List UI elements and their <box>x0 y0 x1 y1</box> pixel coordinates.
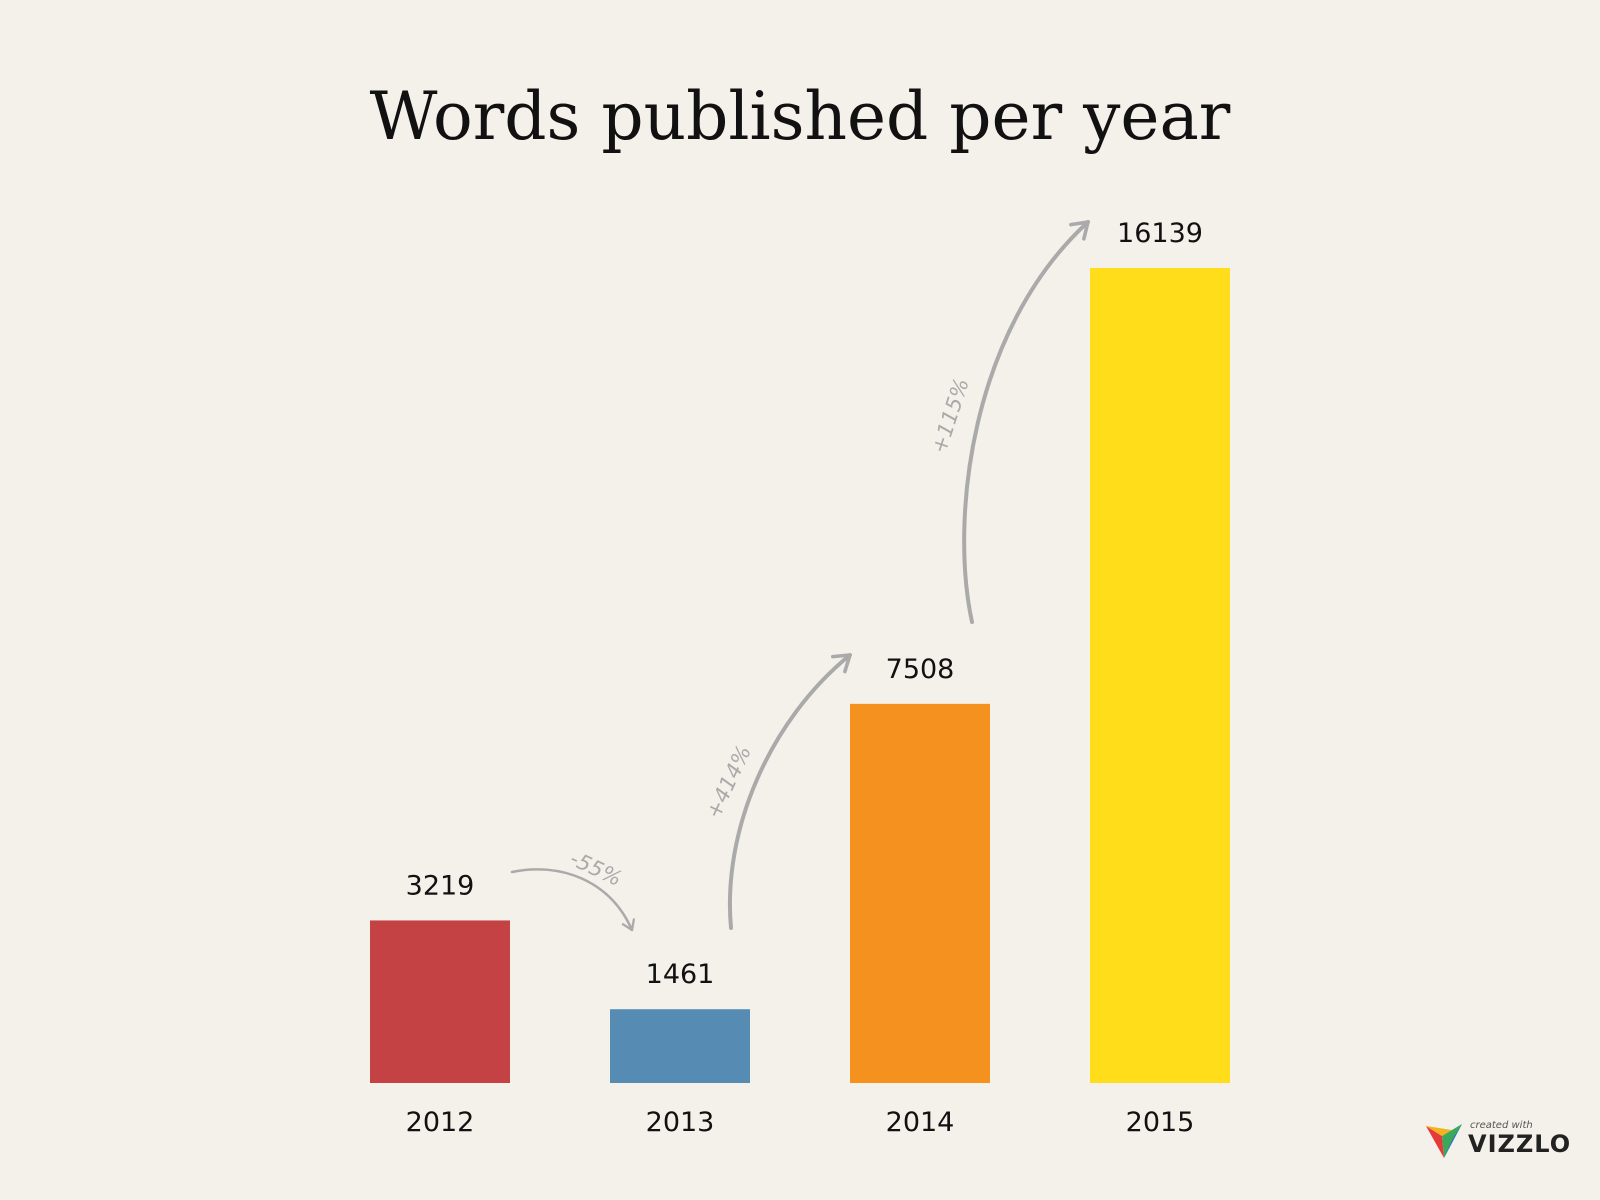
labels-layer: 3219 2012 1461 2013 7508 2014 16139 2015 <box>406 218 1203 1138</box>
value-label-2013: 1461 <box>646 959 715 990</box>
bar-2013 <box>610 1009 750 1083</box>
chart-title: Words published per year <box>369 78 1231 155</box>
change-arrow-2012-2013 <box>510 868 635 932</box>
bar-2012 <box>370 920 510 1083</box>
x-tick-label-2013: 2013 <box>646 1107 715 1138</box>
change-label-2013-2014: +414% <box>701 742 756 823</box>
vizzlo-logo-mark-icon <box>1426 1124 1462 1158</box>
vizzlo-logo[interactable]: created with VIZZLO <box>1422 1118 1572 1164</box>
change-arrow-2013-2014 <box>728 653 852 930</box>
bar-2015 <box>1090 268 1230 1083</box>
change-arrow-2014-2015 <box>962 220 1090 624</box>
x-tick-label-2012: 2012 <box>406 1107 475 1138</box>
logo-wordmark: VIZZLO <box>1468 1130 1572 1158</box>
annotations-layer: -55% +414% +115% <box>510 220 1090 932</box>
x-tick-label-2014: 2014 <box>886 1107 955 1138</box>
x-tick-label-2015: 2015 <box>1126 1107 1195 1138</box>
bar-2014 <box>850 703 990 1083</box>
value-label-2015: 16139 <box>1117 218 1203 249</box>
bars-layer <box>370 268 1230 1083</box>
change-label-2012-2013: -55% <box>566 846 625 891</box>
change-label-2014-2015: +115% <box>927 375 974 456</box>
value-label-2012: 3219 <box>406 870 475 901</box>
value-label-2014: 7508 <box>886 654 955 685</box>
logo-tagline: created with <box>1470 1120 1533 1131</box>
